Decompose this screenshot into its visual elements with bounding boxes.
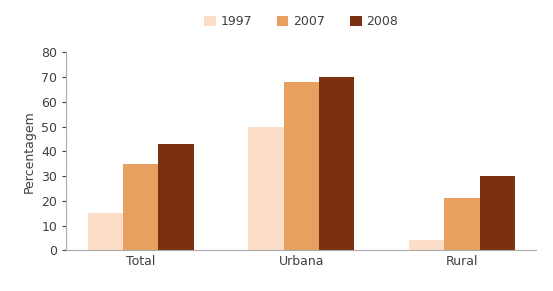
Legend: 1997, 2007, 2008: 1997, 2007, 2008	[204, 15, 399, 28]
Bar	[123, 164, 158, 250]
Bar	[319, 77, 354, 250]
Bar	[248, 127, 284, 250]
Bar	[479, 176, 515, 250]
Bar	[284, 82, 319, 250]
Bar	[409, 240, 445, 250]
Bar	[88, 213, 123, 250]
Y-axis label: Percentagem: Percentagem	[23, 110, 36, 193]
Bar	[445, 198, 479, 250]
Bar	[158, 144, 194, 250]
